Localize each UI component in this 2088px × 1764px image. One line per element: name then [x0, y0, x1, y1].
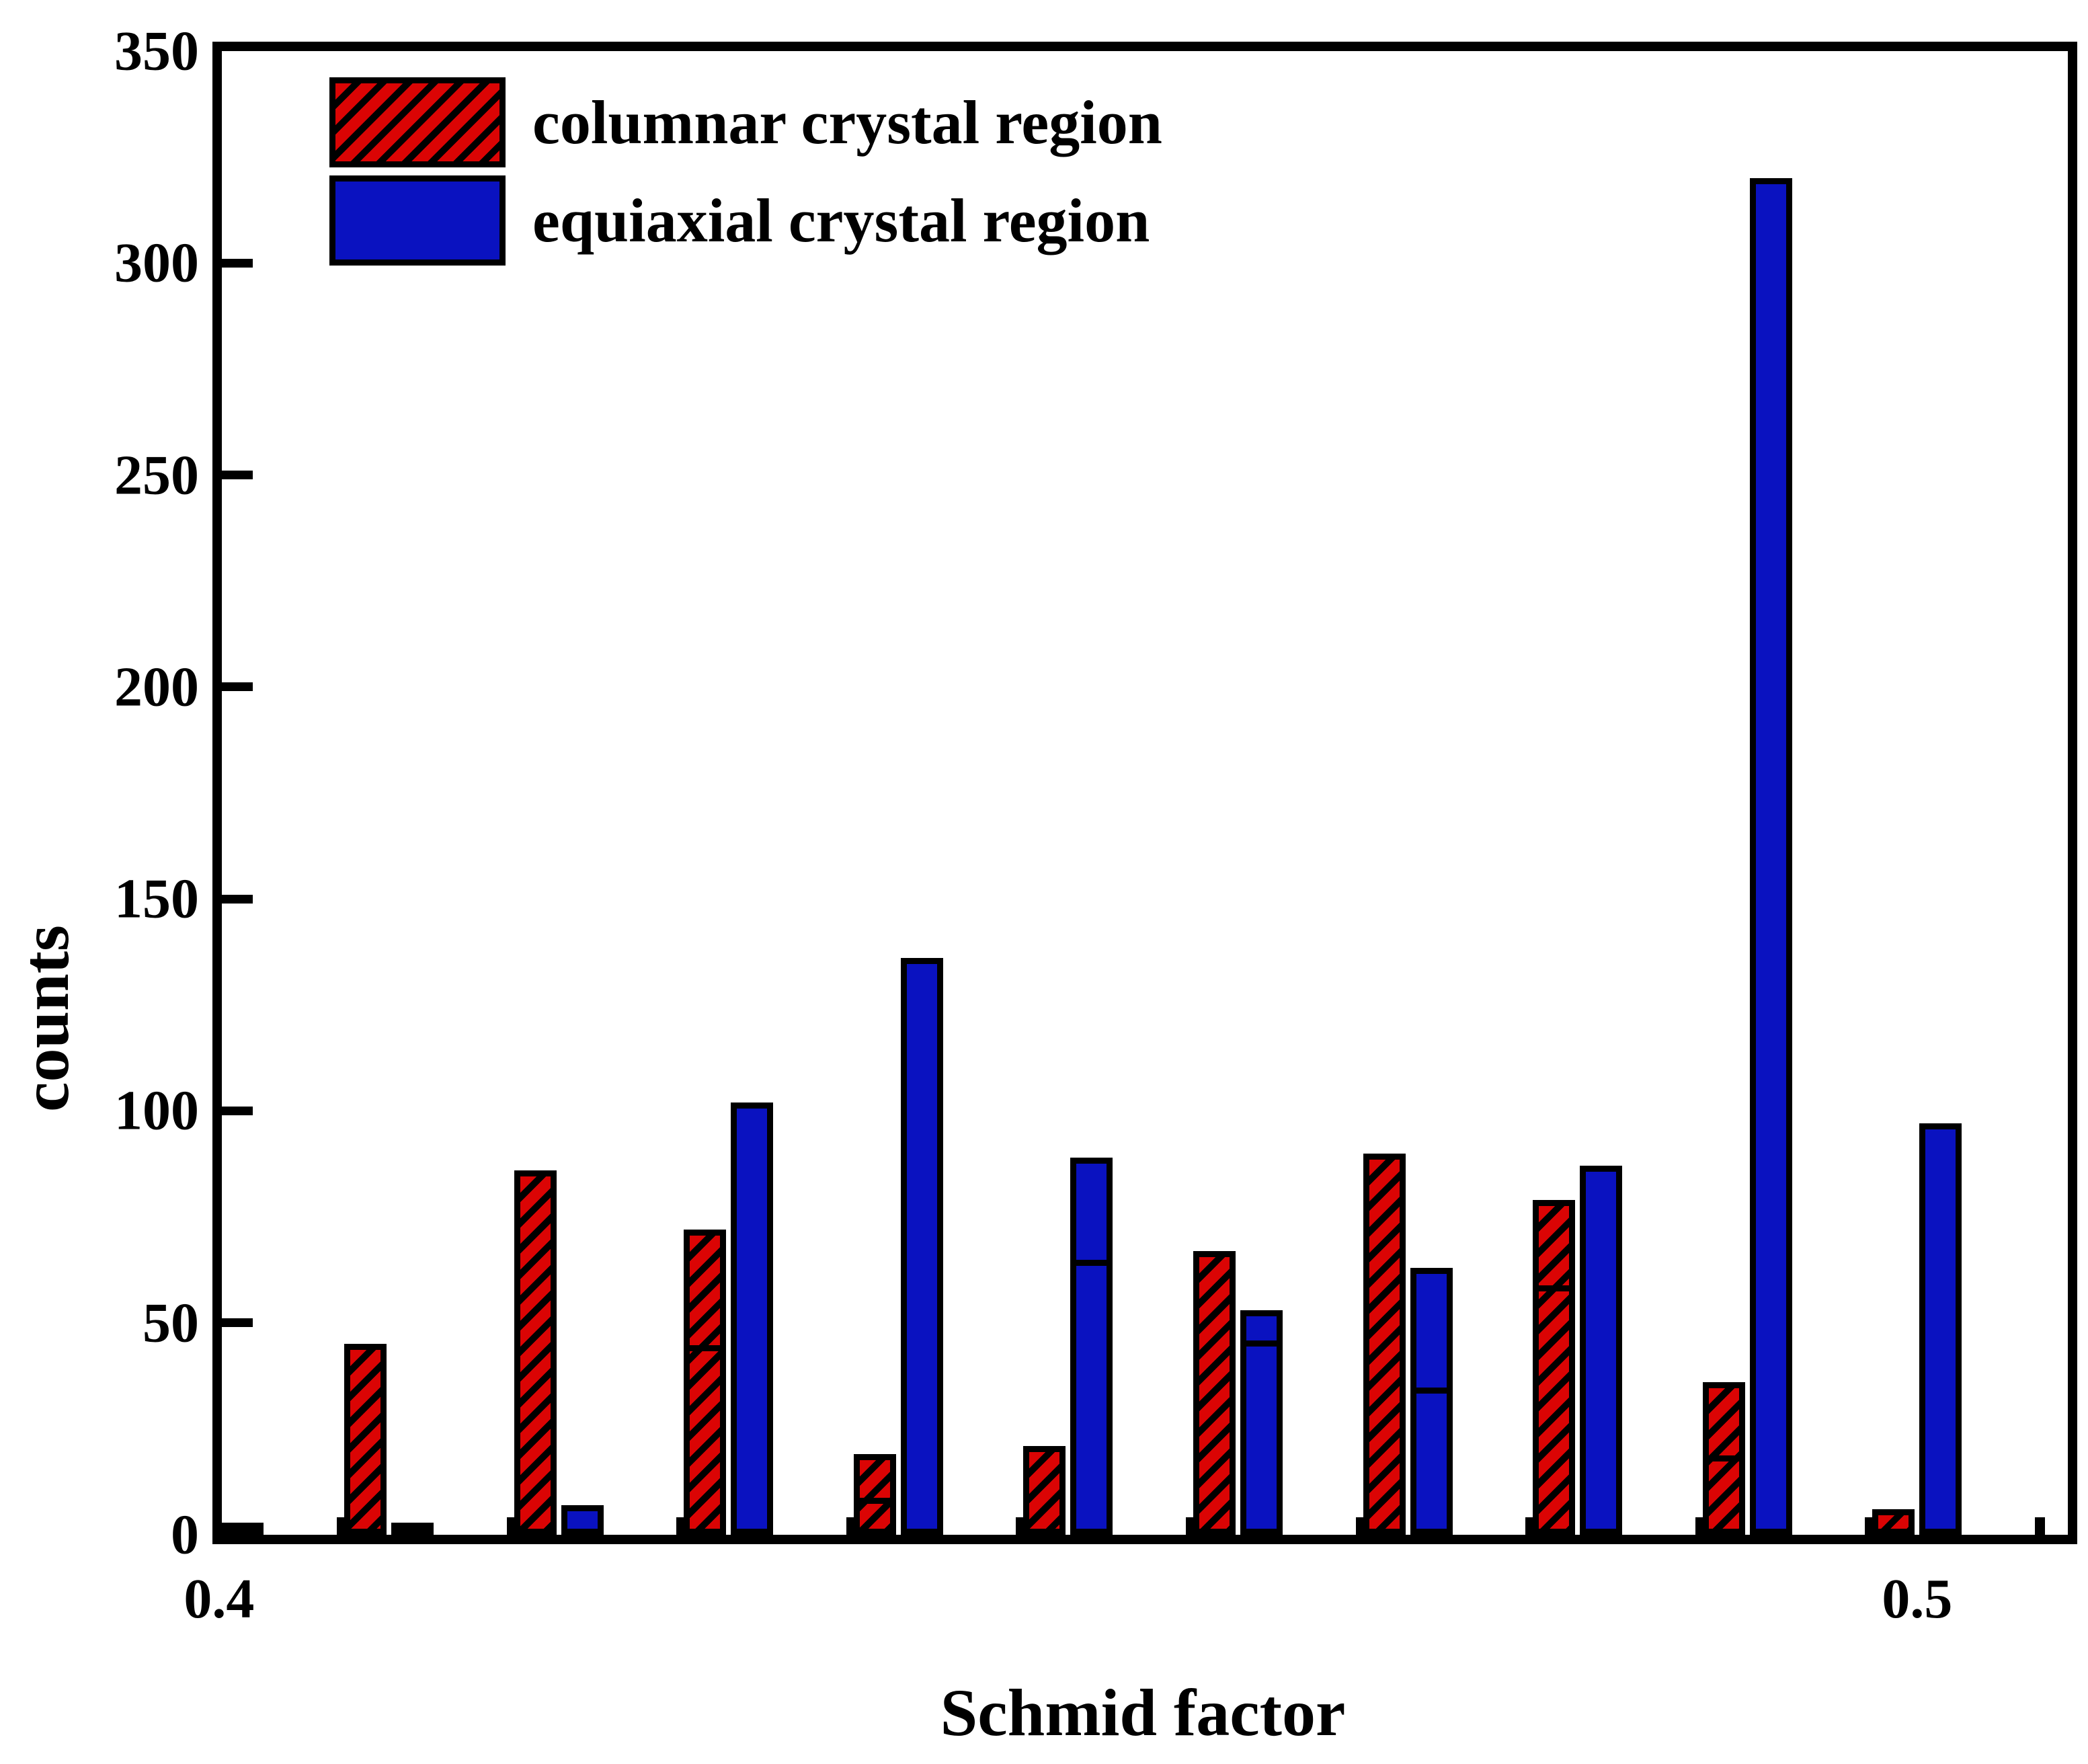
y-tick-label: 50	[143, 1291, 199, 1355]
bar-segment-divider	[684, 1345, 727, 1351]
x-tick-label: 0.4	[184, 1568, 255, 1630]
bar-equiaxial	[561, 1505, 604, 1535]
bar-equiaxial	[900, 958, 943, 1535]
legend-swatch-equiaxial-solid	[329, 175, 506, 266]
legend-item-equiaxial: equiaxial crystal region	[329, 175, 1162, 266]
y-major-tick	[222, 258, 253, 268]
y-tick-label: 300	[114, 231, 199, 294]
y-major-tick	[222, 471, 253, 480]
bar-segment-divider	[1240, 1340, 1283, 1347]
y-major-tick	[222, 1318, 253, 1328]
y-tick-label: 350	[114, 19, 199, 83]
y-major-tick	[222, 682, 253, 692]
bar-columnar	[1023, 1445, 1066, 1535]
bar-equiaxial	[391, 1523, 434, 1535]
plot-area: columnar crystal region equiaxial crysta…	[222, 51, 2068, 1535]
legend-swatch-columnar-hatched	[329, 77, 506, 167]
bar-segment-divider	[853, 1497, 896, 1504]
bar-equiaxial	[1240, 1310, 1283, 1535]
legend: columnar crystal region equiaxial crysta…	[329, 77, 1162, 266]
legend-label-equiaxial: equiaxial crystal region	[532, 186, 1150, 255]
bar-columnar	[853, 1454, 896, 1535]
bar-equiaxial	[1749, 178, 1792, 1535]
bar-equiaxial	[1070, 1157, 1113, 1535]
bar-columnar	[1193, 1250, 1236, 1535]
y-tick-label: 250	[114, 444, 199, 507]
bar-segment-divider	[1410, 1387, 1453, 1394]
legend-item-columnar: columnar crystal region	[329, 77, 1162, 167]
bar-equiaxial	[1410, 1267, 1453, 1535]
y-tick-label: 0	[171, 1503, 199, 1566]
bar-equiaxial	[222, 1523, 264, 1535]
bar-segment-divider	[1070, 1260, 1113, 1267]
legend-label-columnar: columnar crystal region	[532, 88, 1162, 157]
bar-segment-divider	[1702, 1455, 1745, 1461]
bar-columnar	[1533, 1199, 1576, 1535]
bar-equiaxial	[1919, 1123, 1962, 1535]
x-axis-title: Schmid factor	[940, 1675, 1346, 1750]
x-minor-tick	[2035, 1517, 2045, 1535]
bar-equiaxial	[1580, 1166, 1623, 1535]
plot-frame: columnar crystal region equiaxial crysta…	[212, 42, 2077, 1544]
bar-equiaxial	[731, 1102, 774, 1535]
bar-columnar	[684, 1230, 727, 1535]
y-tick-label: 200	[114, 655, 199, 719]
bar-segment-divider	[1533, 1285, 1576, 1292]
bar-columnar	[344, 1344, 387, 1535]
y-tick-label: 100	[114, 1079, 199, 1142]
bar-columnar	[1872, 1509, 1915, 1535]
x-tick-label: 0.5	[1882, 1568, 1953, 1630]
y-tick-label: 150	[114, 867, 199, 930]
bar-columnar	[514, 1170, 557, 1535]
y-major-tick	[222, 1106, 253, 1115]
bar-columnar	[1363, 1153, 1406, 1535]
y-major-tick	[222, 894, 253, 904]
